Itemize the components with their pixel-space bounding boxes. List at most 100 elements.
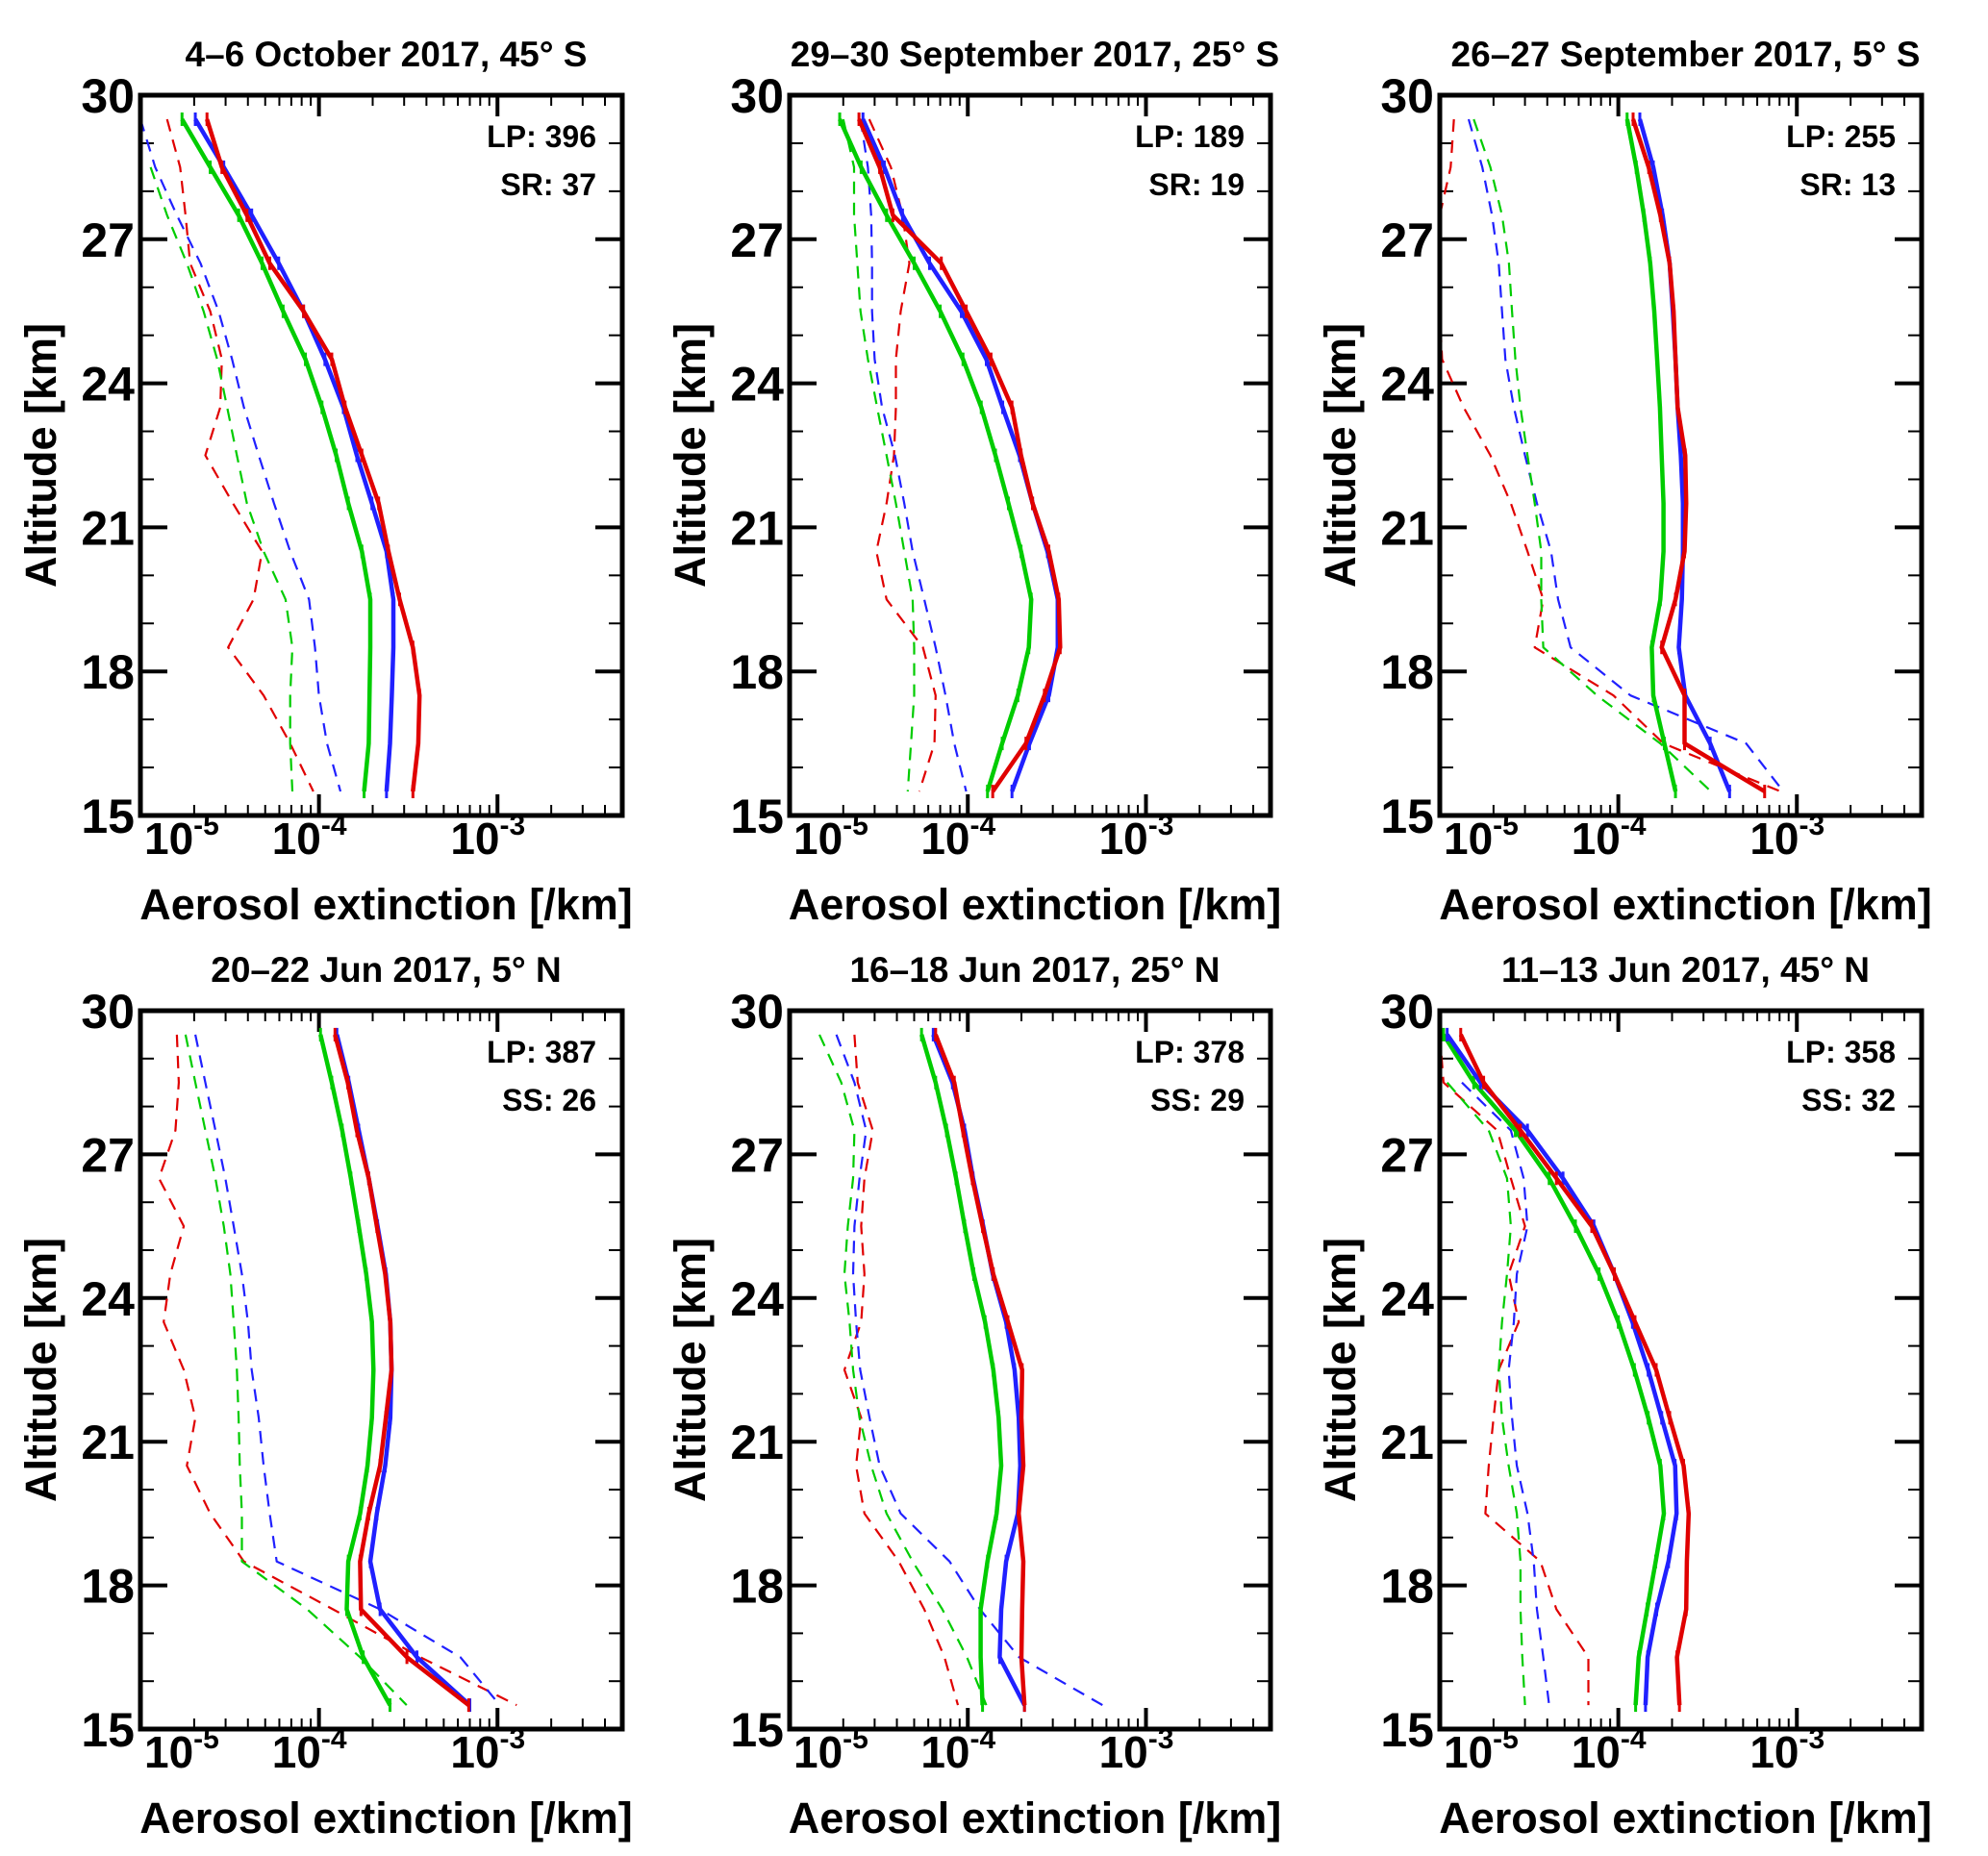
series-line-dashed — [194, 1034, 501, 1706]
y-tick-label: 15 — [81, 1703, 135, 1757]
series-line-dashed — [165, 118, 315, 792]
y-axis-label: Altitude [km] — [666, 323, 715, 588]
x-tick-base: 10 — [1444, 1727, 1493, 1777]
annotation-label: SS: 26 — [502, 1083, 596, 1117]
x-tick-label: 10-3 — [450, 810, 525, 864]
annotation-label: LP: 255 — [1786, 119, 1896, 154]
y-tick-label: 30 — [81, 985, 135, 1039]
y-tick-label: 18 — [81, 645, 135, 699]
x-axis-label: Aerosol extinction [/km] — [139, 1793, 633, 1843]
x-tick-base: 10 — [450, 814, 499, 864]
panel-title: 11–13 Jun 2017, 45° N — [1501, 950, 1870, 990]
annotation-label: SR: 19 — [1148, 167, 1245, 202]
x-tick-base: 10 — [1099, 814, 1148, 864]
panel-3: 26–27 September 2017, 5° S 15 18 21 24 27 30 10… — [1316, 35, 1932, 929]
plot-frame — [138, 92, 625, 818]
panel-title: 29–30 September 2017, 25° S — [791, 35, 1279, 74]
annotation-label: LP: 396 — [487, 119, 596, 154]
series-line-dashed — [818, 1034, 988, 1706]
series-line-dashed — [843, 1034, 960, 1706]
y-tick-label: 30 — [1380, 985, 1434, 1039]
series-line-solid — [1445, 1033, 1679, 1706]
y-tick-label: 21 — [1380, 1416, 1434, 1469]
y-tick-label: 30 — [730, 69, 784, 123]
y-tick-label: 18 — [730, 1560, 784, 1614]
series-line-dashed — [1467, 118, 1785, 792]
y-tick-label: 27 — [730, 213, 784, 267]
y-tick-label: 21 — [81, 1416, 135, 1469]
series-group — [140, 112, 422, 799]
y-tick-label: 21 — [81, 501, 135, 555]
y-tick-label: 18 — [81, 1560, 135, 1614]
y-tick-label: 24 — [81, 1272, 135, 1326]
x-axis-label: Aerosol extinction [/km] — [789, 880, 1282, 929]
plot-frame — [787, 92, 1273, 818]
x-tick-base: 10 — [1572, 814, 1621, 864]
plot-frame — [1437, 1008, 1925, 1732]
annotation-label: LP: 387 — [487, 1035, 596, 1069]
y-tick-label: 18 — [1380, 1560, 1434, 1614]
y-tick-label: 15 — [81, 790, 135, 843]
y-tick-label: 30 — [81, 69, 135, 123]
y-tick-label: 15 — [1380, 790, 1434, 843]
series-line-solid — [1441, 1033, 1667, 1706]
x-tick-base: 10 — [1444, 814, 1493, 864]
panel-title: 4–6 October 2017, 45° S — [186, 35, 588, 74]
x-tick-base: 10 — [1749, 814, 1799, 864]
annotation-label: SR: 37 — [500, 167, 596, 202]
series-line-dashed — [1472, 118, 1712, 792]
y-tick-label: 27 — [1380, 213, 1434, 267]
y-axis-label: Altitude [km] — [16, 323, 65, 588]
series-line-solid — [1624, 118, 1678, 792]
annotation-label: LP: 358 — [1786, 1035, 1896, 1069]
series-group — [158, 1027, 517, 1713]
x-tick-base: 10 — [144, 1727, 193, 1777]
x-axis-label: Aerosol extinction [/km] — [139, 880, 633, 929]
series-line-dashed — [149, 166, 294, 792]
x-tick-label: 10-3 — [1099, 810, 1174, 864]
x-tick-label: 10-4 — [920, 810, 995, 864]
x-tick-base: 10 — [793, 814, 843, 864]
x-tick-label: 10-4 — [272, 1723, 347, 1777]
x-tick-base: 10 — [793, 1727, 843, 1777]
y-tick-label: 18 — [1380, 645, 1434, 699]
y-tick-label: 21 — [730, 1416, 784, 1469]
series-line-dashed — [842, 118, 916, 792]
x-tick-base: 10 — [920, 1727, 969, 1777]
series-group — [1440, 1027, 1692, 1713]
x-tick-label: 10-3 — [1099, 1723, 1174, 1777]
series-line-dashed — [1440, 118, 1781, 793]
x-axis-label: Aerosol extinction [/km] — [1439, 880, 1932, 929]
y-tick-label: 27 — [730, 1128, 784, 1182]
y-tick-label: 24 — [730, 1272, 784, 1326]
y-tick-label: 27 — [1380, 1128, 1434, 1182]
series-group — [1440, 112, 1785, 799]
y-tick-label: 15 — [730, 1703, 784, 1757]
y-tick-label: 15 — [1380, 1703, 1434, 1757]
plot-frame — [138, 1008, 625, 1732]
series-line-solid — [919, 1034, 1004, 1706]
y-tick-label: 24 — [730, 358, 784, 412]
x-tick-label: 10-4 — [920, 1723, 995, 1777]
annotation-label: SS: 32 — [1801, 1083, 1896, 1117]
series-group — [838, 112, 1063, 799]
x-tick-base: 10 — [144, 814, 193, 864]
series-line-solid — [180, 117, 373, 792]
y-tick-label: 21 — [730, 501, 784, 555]
y-tick-label: 27 — [81, 1128, 135, 1182]
panel-title: 26–27 September 2017, 5° S — [1451, 35, 1921, 74]
series-line-solid — [333, 1034, 470, 1707]
series-line-dashed — [158, 1034, 517, 1707]
annotation-label: SR: 13 — [1799, 167, 1896, 202]
x-tick-base: 10 — [920, 814, 969, 864]
panel-title: 20–22 Jun 2017, 5° N — [211, 950, 561, 990]
y-tick-label: 15 — [730, 790, 784, 843]
y-tick-label: 24 — [81, 358, 135, 412]
x-tick-label: 10-5 — [1444, 810, 1519, 864]
y-tick-label: 18 — [730, 645, 784, 699]
plot-frame — [787, 1008, 1273, 1732]
